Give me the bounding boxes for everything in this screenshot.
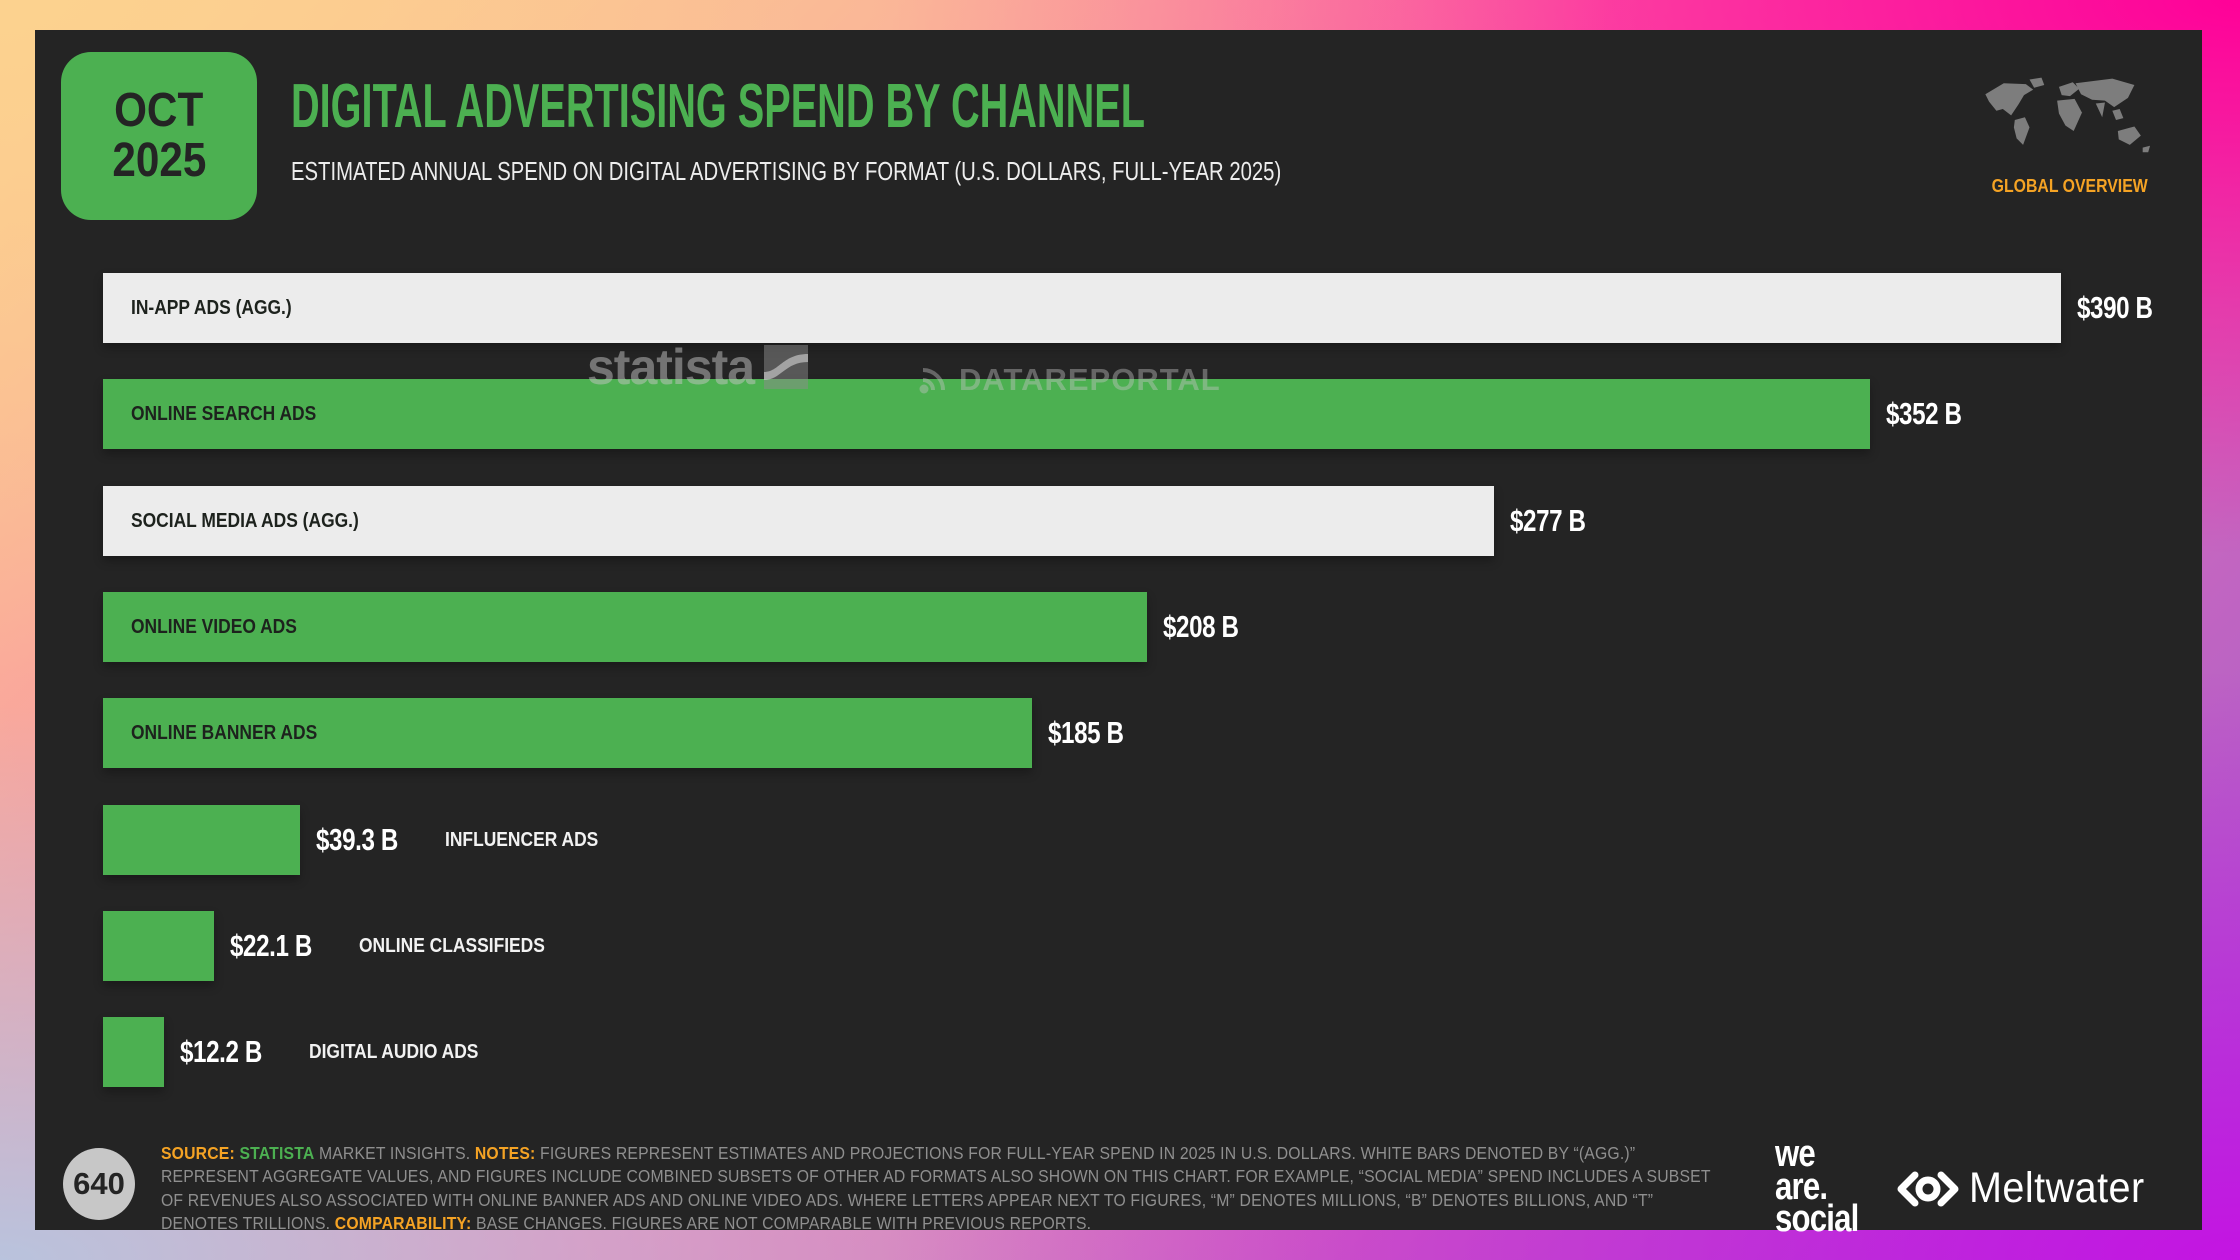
bar-row: ONLINE BANNER ADS $185 B [103,698,1145,768]
date-badge-year: 2025 [112,134,206,187]
page-number-badge: 640 [63,1148,135,1220]
bar-value-label: $352 B [1886,396,1962,431]
bar-category-label: ONLINE CLASSIFIEDS [359,934,545,957]
source-label: SOURCE: [161,1143,235,1163]
bar: ONLINE VIDEO ADS [103,592,1147,662]
bar-value-label: $185 B [1048,715,1124,750]
meltwater-icon [1897,1171,1959,1206]
date-badge: OCT 2025 [61,52,257,220]
global-overview-label: GLOBAL OVERVIEW [1991,176,2149,196]
bar-row: $12.2 B DIGITAL AUDIO ADS [103,1017,508,1087]
bar-value-label: $39.3 B [316,822,398,857]
bar-category-label: ONLINE BANNER ADS [131,721,318,744]
bar-chart: IN-APP ADS (AGG.) $390 B ONLINE SEARCH ADS… [35,30,2202,1230]
bar-value-label: $390 B [2077,290,2153,325]
bar-category-label: SOCIAL MEDIA ADS (AGG.) [131,509,359,532]
bar-value-label: $277 B [1510,503,1586,538]
bar: ONLINE BANNER ADS [103,698,1032,768]
page-subtitle: ESTIMATED ANNUAL SPEND ON DIGITAL ADVERT… [291,156,1282,186]
source-suffix: MARKET INSIGHTS. [318,1143,471,1163]
bar-row: ONLINE SEARCH ADS $352 B [103,379,1983,449]
bar-row: $22.1 B ONLINE CLASSIFIEDS [103,911,578,981]
meltwater-label: Meltwater [1969,1164,2145,1212]
bar: IN-APP ADS (AGG.) [103,273,2061,343]
we-are-social-logo: we are. social [1775,1133,1877,1241]
page-title: DIGITAL ADVERTISING SPEND BY CHANNEL [291,72,1145,141]
bar-category-label: ONLINE VIDEO ADS [131,615,297,638]
bar-row: $39.3 B INFLUENCER ADS [103,805,625,875]
we-are-social-logo-line: are. [1775,1165,1828,1208]
comparability-body: BASE CHANGES. FIGURES ARE NOT COMPARABLE… [476,1212,1092,1233]
bar-value-label: $12.2 B [180,1034,262,1069]
bar-category-label: ONLINE SEARCH ADS [131,402,317,425]
we-are-social-logo-line: we [1775,1133,1816,1175]
notes-label: NOTES: [474,1143,536,1163]
bar [103,1017,164,1087]
bar-category-label: IN-APP ADS (AGG.) [131,296,292,319]
bar: SOCIAL MEDIA ADS (AGG.) [103,486,1494,556]
we-are-social-logo-line: social [1775,1198,1859,1241]
bar-row: IN-APP ADS (AGG.) $390 B [103,273,2174,343]
source-statista: STATISTA [239,1143,315,1163]
global-overview-block: GLOBAL OVERVIEW [1978,72,2162,197]
bar-row: ONLINE VIDEO ADS $208 B [103,592,1260,662]
slide-content: OCT 2025 DIGITAL ADVERTISING SPEND BY CH… [35,30,2202,1238]
meltwater-logo: Meltwater [1895,1164,2160,1213]
notes-body: FIGURES REPRESENT ESTIMATES AND PROJECTI… [161,1143,1711,1233]
bar-value-label: $208 B [1163,609,1239,644]
comparability-label: COMPARABILITY: [334,1212,472,1233]
footer-notes: SOURCE: STATISTA MARKET INSIGHTS. NOTES:… [161,1142,1732,1235]
bar-value-label: $22.1 B [230,928,312,963]
bar-category-label: INFLUENCER ADS [445,828,599,851]
bar [103,805,300,875]
world-map-icon [1985,77,2151,153]
bar: ONLINE SEARCH ADS [103,379,1870,449]
bar-row: SOCIAL MEDIA ADS (AGG.) $277 B [103,486,1607,556]
bar [103,911,214,981]
date-badge-month: OCT [114,84,204,138]
bar-category-label: DIGITAL AUDIO ADS [309,1040,479,1063]
